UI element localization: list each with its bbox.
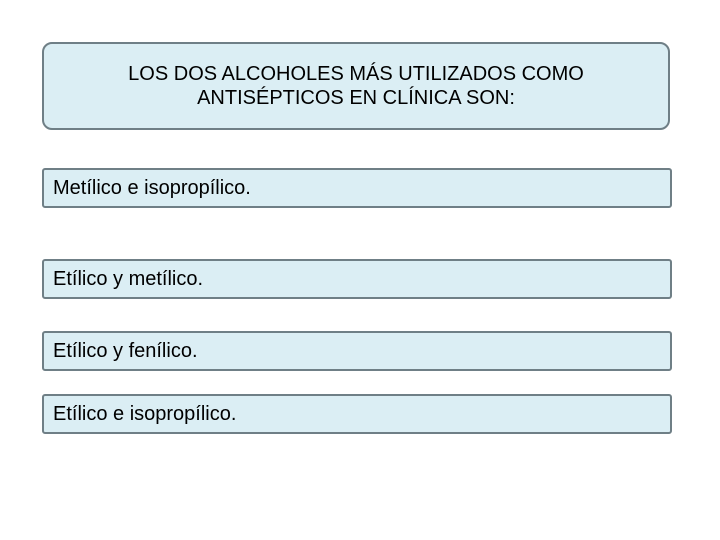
answer-option-label: Etílico y metílico. [53, 268, 204, 290]
answer-option-2[interactable]: Etílico y metílico. [42, 259, 672, 299]
answer-option-1[interactable]: Metílico e isopropílico. [42, 168, 672, 208]
question-line-1: LOS DOS ALCOHOLES MÁS UTILIZADOS COMO [128, 63, 584, 85]
question-text: LOS DOS ALCOHOLES MÁS UTILIZADOS COMO AN… [108, 62, 604, 110]
question-box: LOS DOS ALCOHOLES MÁS UTILIZADOS COMO AN… [42, 42, 670, 130]
answer-option-label: Metílico e isopropílico. [53, 177, 251, 199]
answer-option-3[interactable]: Etílico y fenílico. [42, 331, 672, 371]
question-line-2: ANTISÉPTICOS EN CLÍNICA SON: [197, 87, 515, 109]
answer-option-4[interactable]: Etílico e isopropílico. [42, 394, 672, 434]
answer-option-label: Etílico e isopropílico. [53, 403, 237, 425]
answer-option-label: Etílico y fenílico. [53, 340, 198, 362]
